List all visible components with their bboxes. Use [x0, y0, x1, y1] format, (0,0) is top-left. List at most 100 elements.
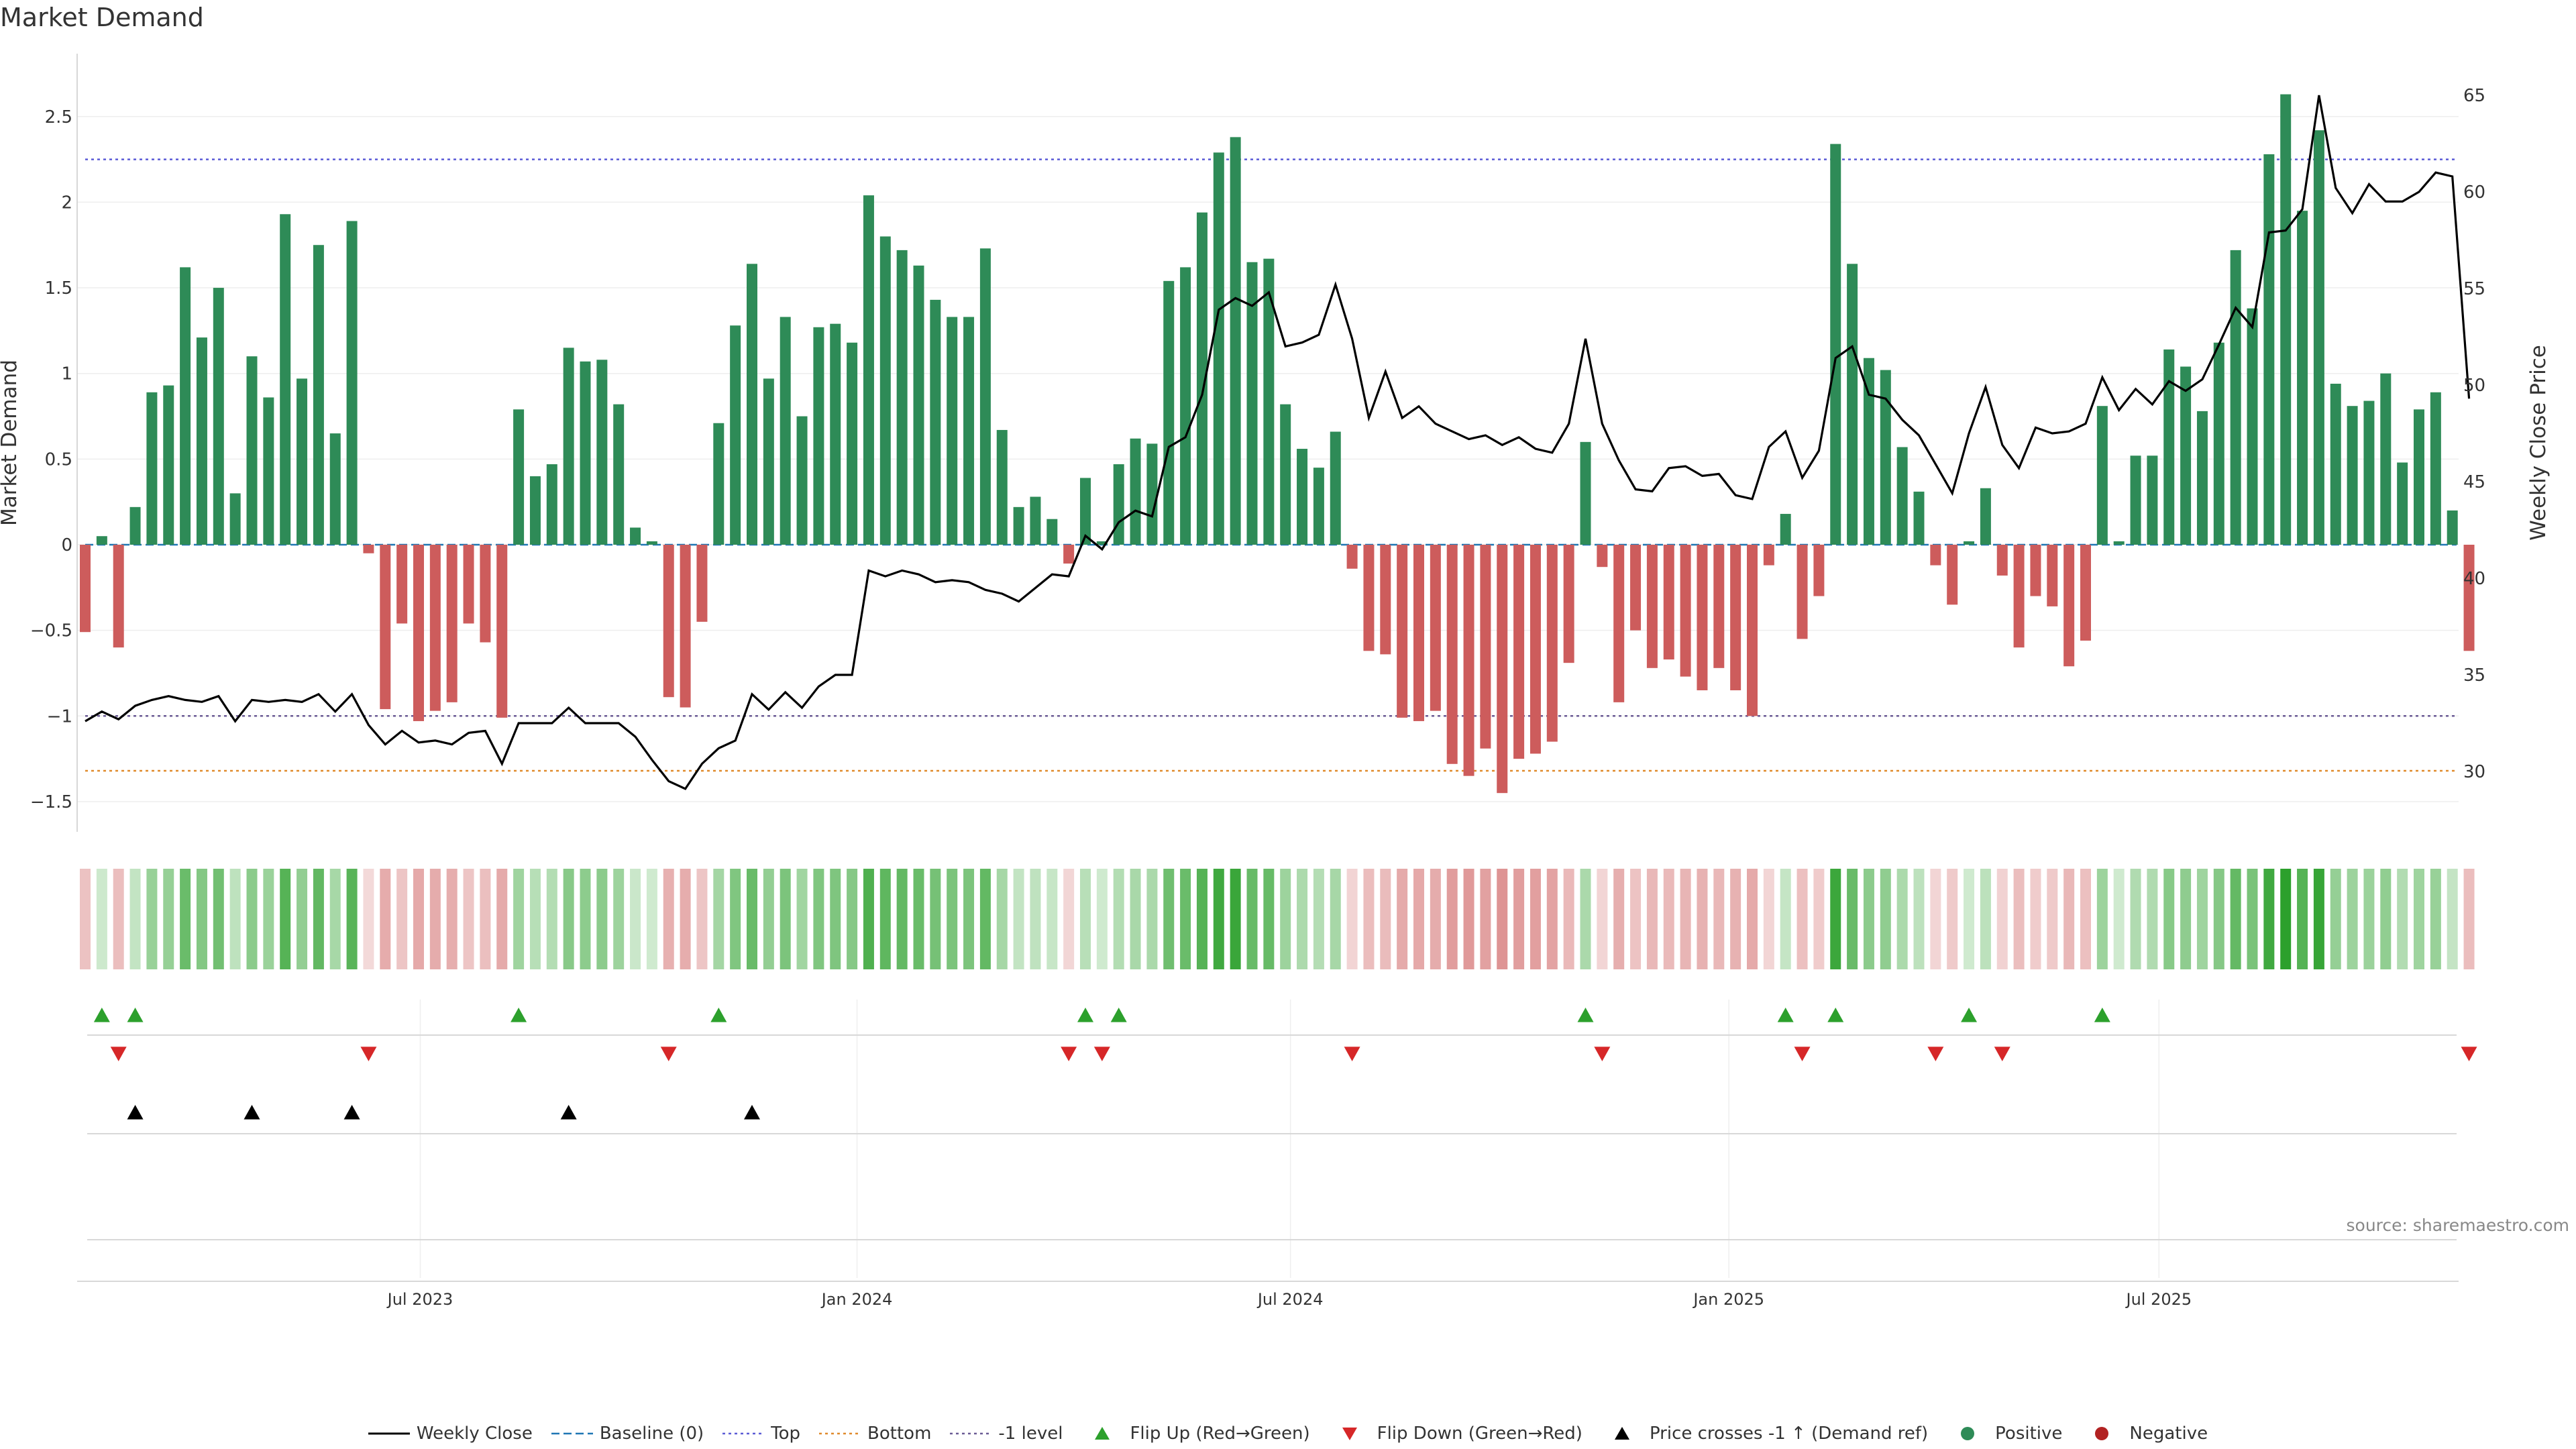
demand-bar	[363, 545, 374, 553]
demand-bar	[413, 545, 424, 721]
demand-bar	[2230, 250, 2241, 545]
y2-tick-label: 45	[2463, 472, 2485, 492]
heat-cell	[2230, 869, 2241, 969]
heat-cell	[2013, 869, 2025, 969]
heat-cell	[1863, 869, 1874, 969]
heat-cell	[1913, 869, 1925, 969]
heat-cell	[2096, 869, 2108, 969]
demand-bar	[313, 245, 324, 545]
y2-tick-label: 60	[2463, 182, 2485, 203]
heat-cell	[1930, 869, 1941, 969]
demand-bar	[2113, 541, 2125, 545]
demand-bar	[2430, 392, 2441, 545]
heat-cell	[1213, 869, 1224, 969]
demand-bar	[1113, 464, 1124, 545]
heat-cell	[1947, 869, 1958, 969]
demand-bar	[80, 545, 91, 633]
flip-down-marker	[2461, 1046, 2477, 1061]
heat-cell	[1146, 869, 1158, 969]
demand-bar	[1480, 545, 1491, 749]
demand-bar	[529, 476, 541, 545]
demand-bar	[96, 536, 107, 545]
demand-bar	[1413, 545, 1424, 721]
heat-cell	[680, 869, 691, 969]
heat-cell	[1280, 869, 1291, 969]
heat-cell	[1246, 869, 1258, 969]
source-note: source: sharemaestro.com	[2346, 1216, 2570, 1235]
demand-bar	[113, 545, 124, 648]
demand-bar	[1680, 545, 1691, 677]
heat-cell	[513, 869, 525, 969]
demand-bar	[329, 433, 341, 545]
heat-cell	[847, 869, 858, 969]
demand-bar	[1796, 545, 1808, 639]
demand-bar	[1730, 545, 1741, 691]
heat-cell	[1529, 869, 1541, 969]
flip-down-marker	[1794, 1046, 1811, 1061]
heat-cell	[1597, 869, 1608, 969]
heat-cell	[730, 869, 741, 969]
flip-up-marker	[127, 1008, 144, 1022]
demand-bar	[947, 317, 958, 545]
demand-bar	[2263, 154, 2275, 545]
demand-bar	[1713, 545, 1725, 668]
flip-down-marker	[1594, 1046, 1611, 1061]
demand-bar	[979, 248, 991, 545]
demand-bar	[1196, 212, 1208, 545]
legend-swatch	[1961, 1427, 1975, 1440]
demand-bar	[1130, 438, 1141, 545]
legend-label: Price crosses -1 ↑ (Demand ref)	[1649, 1424, 1929, 1444]
heat-cell	[1313, 869, 1324, 969]
demand-bar	[2080, 545, 2091, 641]
heat-cell	[913, 869, 924, 969]
heat-cell	[263, 869, 274, 969]
heat-cell	[1813, 869, 1825, 969]
demand-bar	[2013, 545, 2025, 648]
y2-tick-label: 65	[2463, 86, 2485, 106]
demand-bar	[596, 360, 608, 545]
demand-bar	[2180, 366, 2192, 545]
heat-cell	[2363, 869, 2375, 969]
heat-cell	[1480, 869, 1491, 969]
heat-cell	[2463, 869, 2475, 969]
heat-cell	[763, 869, 774, 969]
heat-cell	[813, 869, 824, 969]
demand-bar	[580, 361, 591, 545]
y-tick-label: 1	[61, 364, 72, 384]
flip-down-marker	[1927, 1046, 1944, 1061]
flip-down-marker	[1093, 1046, 1110, 1061]
flip-up-marker	[1827, 1008, 1844, 1022]
heat-cell	[480, 869, 491, 969]
heat-cell	[2430, 869, 2441, 969]
heat-cell	[1096, 869, 1108, 969]
legend-swatch	[950, 1432, 992, 1435]
demand-bar	[2463, 545, 2475, 651]
demand-bar	[2330, 384, 2341, 545]
demand-bar	[146, 392, 158, 545]
legend-item: Bottom	[819, 1424, 931, 1444]
legend-item: Positive	[1947, 1424, 2062, 1444]
demand-bar	[613, 404, 625, 545]
demand-bar	[1513, 545, 1525, 759]
heat-cell	[1297, 869, 1308, 969]
demand-bar	[380, 545, 391, 710]
heat-cell	[1263, 869, 1275, 969]
heat-cell	[979, 869, 991, 969]
heat-cell	[2297, 869, 2308, 969]
heat-cell	[1964, 869, 1975, 969]
legend-swatch	[551, 1432, 593, 1435]
heat-cell	[546, 869, 557, 969]
heat-cell	[2397, 869, 2408, 969]
heat-cell	[413, 869, 424, 969]
demand-bar	[297, 378, 308, 545]
demand-bar	[1463, 545, 1474, 776]
legend-item: Negative	[2081, 1424, 2208, 1444]
flip-down-marker	[1061, 1046, 1077, 1061]
demand-bar	[663, 545, 674, 698]
demand-bar	[1497, 545, 1508, 794]
demand-bar	[896, 250, 908, 545]
heat-cell	[896, 869, 908, 969]
demand-bar	[2347, 406, 2358, 545]
demand-bar	[747, 264, 757, 545]
flip-up-marker	[1110, 1008, 1127, 1022]
